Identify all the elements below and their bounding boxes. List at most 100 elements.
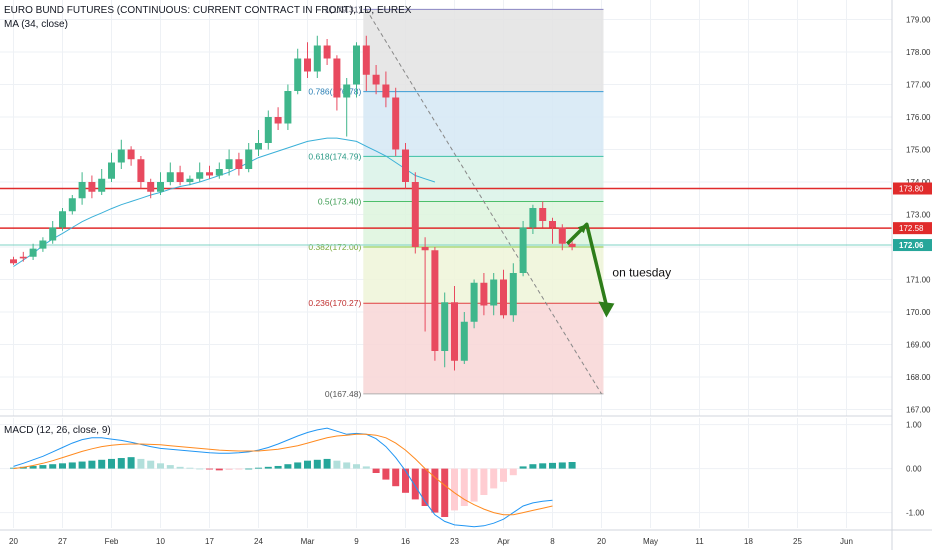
price-tick-label: 167.00 — [906, 406, 931, 415]
candle-body — [441, 302, 449, 351]
macd-histogram-bar — [264, 466, 272, 469]
macd-histogram-bar — [372, 468, 380, 473]
macd-histogram-bar — [568, 462, 576, 469]
macd-histogram-bar — [29, 465, 37, 469]
candle — [460, 312, 468, 364]
candle — [49, 221, 57, 244]
candle-body — [382, 84, 390, 98]
macd-histogram-bar — [451, 468, 458, 511]
price-axis: 179.00178.00177.00176.00175.00174.00173.… — [891, 0, 932, 550]
candle — [186, 175, 194, 186]
time-tick-label: 17 — [205, 537, 214, 546]
macd-histogram-bar — [509, 468, 517, 476]
candle — [421, 237, 429, 332]
candles — [10, 35, 576, 371]
price-tick-label: 179.00 — [906, 16, 931, 25]
time-tick-label: 8 — [550, 537, 555, 546]
candle — [98, 169, 106, 195]
macd-histogram-bar — [235, 468, 243, 470]
macd-histogram-bar — [255, 467, 262, 469]
moving-average-line — [13, 137, 436, 267]
arrow-head-down — [598, 301, 615, 318]
time-tick-label: Jun — [840, 537, 853, 546]
candle-body — [568, 243, 576, 247]
macd-histogram-bar — [529, 464, 537, 469]
candle-body — [323, 45, 331, 59]
macd-tick-label: -1.00 — [906, 509, 925, 518]
candle-body — [88, 182, 96, 192]
macd-histogram-bar — [284, 464, 292, 469]
candle-body — [215, 169, 223, 176]
candle-body — [431, 250, 439, 351]
candle-body — [176, 172, 184, 182]
macd-histogram-bar — [353, 464, 360, 469]
candle-body — [549, 221, 556, 228]
candle — [529, 204, 537, 234]
candle-body — [157, 182, 164, 192]
candle — [206, 165, 213, 179]
fib-level-label: 0(167.48) — [325, 389, 362, 399]
macd-histogram-bar — [137, 458, 145, 469]
time-tick-label: 25 — [793, 537, 802, 546]
candle — [59, 208, 66, 231]
time-tick-label: 23 — [450, 537, 459, 546]
macd-histogram-bar — [59, 463, 66, 469]
candle — [235, 152, 243, 176]
price-tick-label: 177.00 — [906, 81, 931, 90]
macd-histogram-bar — [313, 459, 321, 469]
macd-histogram-bar — [392, 468, 400, 487]
macd-line — [13, 427, 553, 528]
candle-body — [392, 97, 400, 150]
candle-body — [235, 159, 243, 169]
candle-body — [529, 208, 537, 228]
candle — [353, 42, 360, 98]
candle — [166, 162, 174, 186]
macd-histogram-bar — [549, 462, 556, 469]
price-tick-label: 178.00 — [906, 48, 931, 57]
candle-body — [284, 91, 292, 124]
macd-histogram-bar — [108, 458, 115, 469]
macd-histogram-bar — [323, 458, 331, 469]
macd-histogram-bar — [78, 461, 86, 469]
annotation-text: on tuesday — [612, 265, 671, 279]
candle — [558, 224, 566, 251]
candle — [451, 286, 458, 371]
fib-zone — [363, 156, 604, 202]
macd-tick-label: 1.00 — [906, 421, 922, 430]
candle — [108, 152, 115, 182]
price-tick-label: 171.00 — [906, 276, 931, 285]
time-tick-label: May — [643, 537, 658, 546]
macd-pane — [0, 415, 892, 528]
macd-histogram-bar — [245, 468, 253, 470]
candle — [294, 48, 302, 95]
candle-body — [362, 45, 370, 75]
last-price-tag — [893, 239, 932, 252]
candle-body — [255, 143, 262, 150]
price-tick-label: 176.00 — [906, 113, 931, 122]
candle — [245, 143, 253, 173]
candle — [402, 143, 409, 189]
time-tick-label: Mar — [301, 537, 315, 546]
candle-body — [500, 279, 507, 316]
macd-histogram-bar — [421, 468, 429, 506]
macd-histogram-bar — [304, 460, 311, 469]
macd-histogram-bar — [333, 460, 341, 469]
fib-level-label: 0.618(174.79) — [308, 151, 361, 161]
candle-body — [68, 198, 76, 212]
candle — [176, 165, 184, 186]
macd-histogram-bar — [166, 465, 174, 469]
candle — [392, 87, 400, 156]
candle-body — [245, 149, 253, 169]
arrow-head-up — [577, 224, 587, 234]
candle-body — [127, 149, 135, 160]
chart-title: EURO BUND FUTURES (CONTINUOUS: CURRENT C… — [4, 5, 412, 16]
time-tick-label: Apr — [497, 537, 510, 546]
time-tick-label: 11 — [695, 537, 704, 546]
candle — [19, 251, 27, 262]
candle — [117, 139, 125, 169]
macd-histogram-bar — [558, 462, 566, 469]
macd-histogram-bar — [519, 466, 527, 469]
candle-body — [29, 248, 37, 257]
signal-line — [13, 433, 553, 516]
